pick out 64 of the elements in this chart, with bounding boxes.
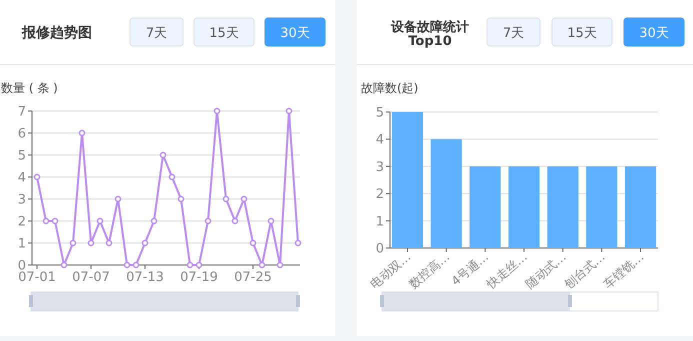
y-tick-label: 7 [18, 104, 26, 120]
x-tick-label: 07-25 [234, 270, 272, 285]
point [196, 262, 202, 268]
bar [470, 166, 501, 248]
point [258, 262, 266, 268]
bar [624, 166, 656, 248]
bar [586, 166, 618, 248]
point [42, 218, 50, 224]
point [150, 218, 158, 224]
x-tick-label: 07-01 [18, 270, 56, 285]
point [142, 240, 148, 246]
point [240, 196, 248, 202]
bar [430, 139, 462, 248]
point [60, 262, 68, 268]
point [178, 196, 184, 202]
y-axis-title: 数量 ( 条 ) [1, 81, 58, 95]
bar [547, 166, 578, 248]
y-tick-label: 4 [376, 132, 384, 148]
y-tick-label: 1 [18, 236, 26, 252]
y-tick-label: 2 [18, 214, 26, 230]
y-tick-label: 6 [18, 126, 26, 142]
point [114, 196, 122, 202]
point [106, 240, 112, 246]
y-tick-label: 3 [18, 192, 26, 208]
y-tick-label: 1 [376, 214, 384, 230]
y-tick-label: 5 [376, 106, 384, 120]
text: 15天 [209, 26, 239, 41]
bar [508, 166, 540, 248]
point [34, 174, 40, 180]
point [214, 108, 220, 114]
x-tick-label: 07-13 [126, 270, 164, 285]
point [124, 262, 130, 268]
y-tick-label: 5 [18, 148, 26, 164]
point [268, 218, 274, 224]
y-tick-label: 3 [376, 160, 384, 175]
point [96, 218, 104, 224]
text: 15天 [567, 26, 597, 41]
point [168, 174, 176, 180]
point [250, 240, 256, 246]
y-axis-title: 故障数(起) [361, 81, 418, 95]
text: 7天 [502, 26, 524, 41]
point [222, 196, 230, 202]
point [52, 218, 58, 224]
x-tick-label: 07-07 [72, 270, 110, 285]
point [232, 218, 238, 224]
y-tick-label: 0 [376, 242, 384, 256]
y-tick-label: 4 [18, 170, 26, 186]
point [276, 262, 284, 268]
y-tick-label: 2 [376, 187, 384, 202]
text: 30天 [639, 26, 669, 41]
point [132, 262, 140, 268]
chart-title: 设备故障统计Top10 [390, 19, 469, 49]
point [294, 240, 302, 246]
text: 30天 [280, 26, 310, 41]
point [204, 218, 212, 224]
point [88, 240, 94, 246]
point [160, 152, 166, 158]
point [70, 240, 76, 246]
text: 7天 [146, 26, 168, 41]
point [186, 262, 194, 268]
chart-title: 报修趋势图 [21, 25, 92, 41]
point [286, 108, 292, 114]
point [78, 130, 86, 136]
x-tick-label: 07-19 [180, 270, 218, 285]
